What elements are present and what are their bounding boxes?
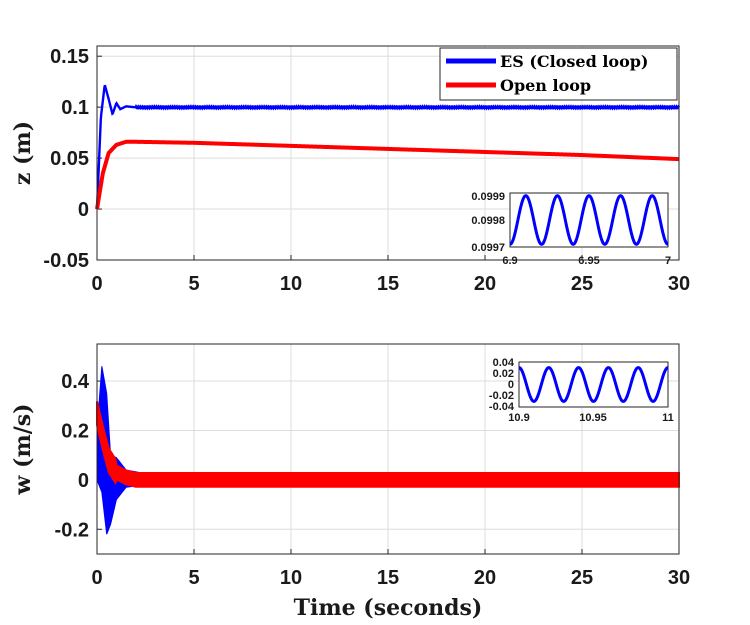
- x-axis-label: Time (seconds): [294, 595, 483, 621]
- top-inset-xtick-1: 6.95: [578, 255, 599, 267]
- top-x-tick-label: 30: [668, 273, 690, 295]
- top-y-axis-label: z (m): [10, 121, 36, 185]
- bottom-inset-xtick-0: 10.9: [508, 412, 529, 424]
- legend-label-open-loop: Open loop: [500, 76, 591, 95]
- top-inset-xtick-0: 6.9: [502, 255, 517, 267]
- top-y-tick-label: -0.05: [43, 250, 89, 272]
- top-x-tick-label: 0: [91, 273, 102, 295]
- top-y-tick-label: 0.05: [50, 148, 89, 170]
- bottom-panel: 0 5 10 15 20 25 30 -0.2 0 0.2 0.4 w (m/s) Time (s…: [10, 343, 690, 621]
- bottom-x-tick-label: 5: [188, 567, 199, 589]
- top-series-layer: [95, 84, 681, 210]
- top-x-tick-label: 25: [571, 273, 593, 295]
- bottom-y-tick-label: 0: [78, 470, 89, 492]
- bottom-inset: 0.04 0.02 0 -0.02 -0.04 10.9 10.95 11: [489, 357, 674, 424]
- bottom-x-tick-label: 30: [668, 567, 690, 589]
- legend-label-closed-loop: ES (Closed loop): [500, 52, 649, 71]
- top-x-tick-label: 15: [377, 273, 399, 295]
- bottom-inset-xtick-2: 11: [662, 412, 674, 424]
- bottom-inset-ytick-2: 0: [508, 379, 514, 391]
- bottom-x-tick-label: 15: [377, 567, 399, 589]
- bottom-inset-ytick-0: 0.04: [493, 357, 515, 369]
- bottom-y-tick-labels: -0.2 0 0.2 0.4: [55, 371, 90, 541]
- top-x-tick-label: 20: [474, 273, 496, 295]
- bottom-inset-ytick-4: -0.04: [489, 401, 515, 413]
- top-x-tick-label: 5: [188, 273, 199, 295]
- top-y-tick-label: 0.1: [61, 97, 89, 119]
- top-y-tick-label: 0.15: [50, 46, 89, 68]
- bottom-inset-box: [518, 361, 669, 408]
- top-inset-ytick-2: 0.0997: [471, 242, 505, 254]
- bottom-x-tick-label: 25: [571, 567, 593, 589]
- bottom-inset-ytick-1: 0.02: [493, 368, 514, 380]
- top-axis-box: [96, 45, 680, 261]
- top-inset-ytick-0: 0.0999: [471, 191, 505, 203]
- bottom-inset-series-closed-loop: [518, 366, 669, 403]
- top-x-tick-label: 10: [280, 273, 302, 295]
- series-closed-loop-line: [95, 84, 681, 210]
- bottom-x-tick-label: 20: [474, 567, 496, 589]
- top-y-tick-label: 0: [78, 199, 89, 221]
- bottom-y-tick-label: -0.2: [55, 519, 89, 541]
- bottom-y-axis-label: w (m/s): [10, 403, 36, 495]
- top-inset-ytick-1: 0.0998: [471, 215, 505, 227]
- bottom-x-tick-label: 0: [91, 567, 102, 589]
- bottom-x-tick-labels: 0 5 10 15 20 25 30: [91, 567, 690, 589]
- top-inset-series-closed-loop: [509, 194, 669, 246]
- legend-box: [439, 47, 678, 101]
- bottom-axis-box: [96, 343, 680, 555]
- bottom-y-tick-label: 0.2: [61, 420, 89, 442]
- top-x-tick-labels: 0 5 10 15 20 25 30: [91, 273, 690, 295]
- series-open-loop-line: [95, 139, 680, 210]
- legend: ES (Closed loop) Open loop: [439, 47, 678, 101]
- top-y-tick-labels: -0.05 0 0.05 0.1 0.15: [43, 46, 89, 272]
- bottom-y-tick-label: 0.4: [61, 371, 90, 393]
- bottom-inset-ytick-3: -0.02: [489, 390, 514, 402]
- top-inset-xtick-2: 7: [665, 255, 671, 267]
- top-inset: 0.0999 0.0998 0.0997 6.9 6.95 7: [471, 191, 671, 267]
- bottom-x-tick-label: 10: [280, 567, 302, 589]
- bottom-inset-xtick-1: 10.95: [579, 412, 607, 424]
